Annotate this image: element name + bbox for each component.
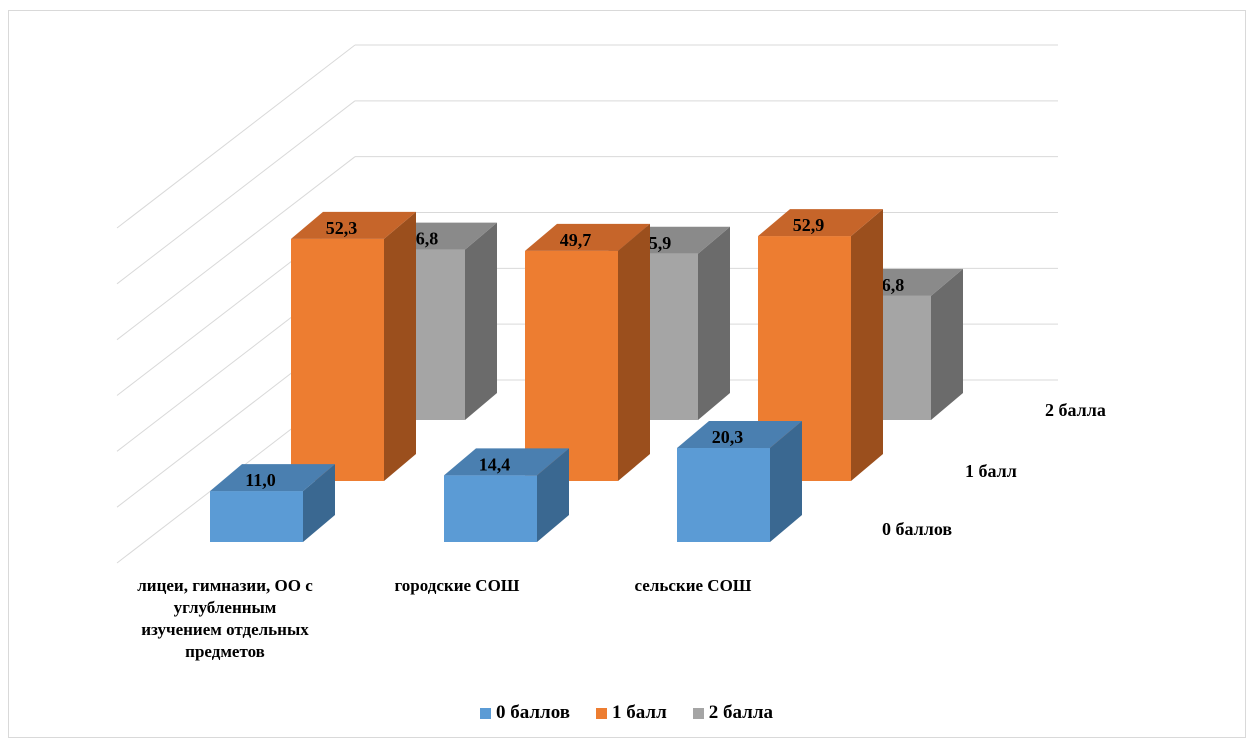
data-label-s0-c0: 11,0 [245,470,276,490]
data-label-s0-c1: 14,4 [479,454,511,474]
bar-side-s0-c2 [770,421,802,542]
category-label-0-line-2: изучением отдельных [141,620,309,639]
gridline-side-4 [116,156,356,341]
data-label-s1-c0: 52,3 [326,218,358,238]
gridline-side-6 [116,44,356,229]
depth-axis-label-1: 1 балл [965,461,1017,481]
legend-swatch-2 [692,707,704,719]
bar-side-s0-c0 [303,464,335,542]
legend-label-0: 0 баллов [495,702,571,723]
data-label-s1-c1: 49,7 [560,230,592,250]
bar-side-s1-c2 [851,209,883,481]
bar-side-s2-c1 [698,226,730,420]
chart-frame [8,10,1246,738]
legend: 0 баллов 1 балл 2 балла [0,702,1253,724]
bar-front-s0-c0 [210,491,303,542]
gridline-side-5 [116,100,356,285]
bar-front-s0-c1 [444,475,537,542]
legend-label-2: 2 балла [708,702,774,723]
data-label-s0-c2: 20,3 [712,427,744,447]
bar-side-s1-c1 [618,223,650,481]
bar-front-s0-c2 [677,448,770,542]
bar-top-s1-c2 [758,209,883,237]
category-label-2-line-0: сельские СОШ [635,576,752,595]
bar-side-s0-c1 [537,448,569,542]
bar-front-s1-c0 [291,238,384,481]
legend-item-0: 0 баллов [479,702,571,724]
bar-side-s1-c0 [384,211,416,481]
data-label-s1-c2: 52,9 [793,215,825,235]
legend-item-2: 2 балла [692,702,774,724]
bar-side-s2-c0 [465,222,497,420]
category-label-1-line-0: городские СОШ [395,576,520,595]
bar-side-s2-c2 [931,268,963,420]
bar-top-s1-c1 [525,223,650,251]
legend-label-1: 1 балл [612,702,667,723]
legend-swatch-1 [596,707,608,719]
bar-top-s0-c1 [444,448,569,476]
depth-axis-label-0: 0 баллов [882,519,952,539]
bar-top-s1-c0 [291,211,416,239]
depth-axis-label-2: 2 балла [1045,400,1106,420]
bar-top-s0-c2 [677,421,802,449]
bar-top-s0-c0 [210,464,335,492]
bar-front-s1-c1 [525,250,618,481]
category-label-0-line-1: углубленным [174,598,277,617]
legend-swatch-0 [479,707,491,719]
category-label-0-line-3: предметов [185,642,265,661]
category-label-0-line-0: лицеи, гимназии, ОО с [137,576,313,595]
legend-item-1: 1 балл [596,702,667,724]
